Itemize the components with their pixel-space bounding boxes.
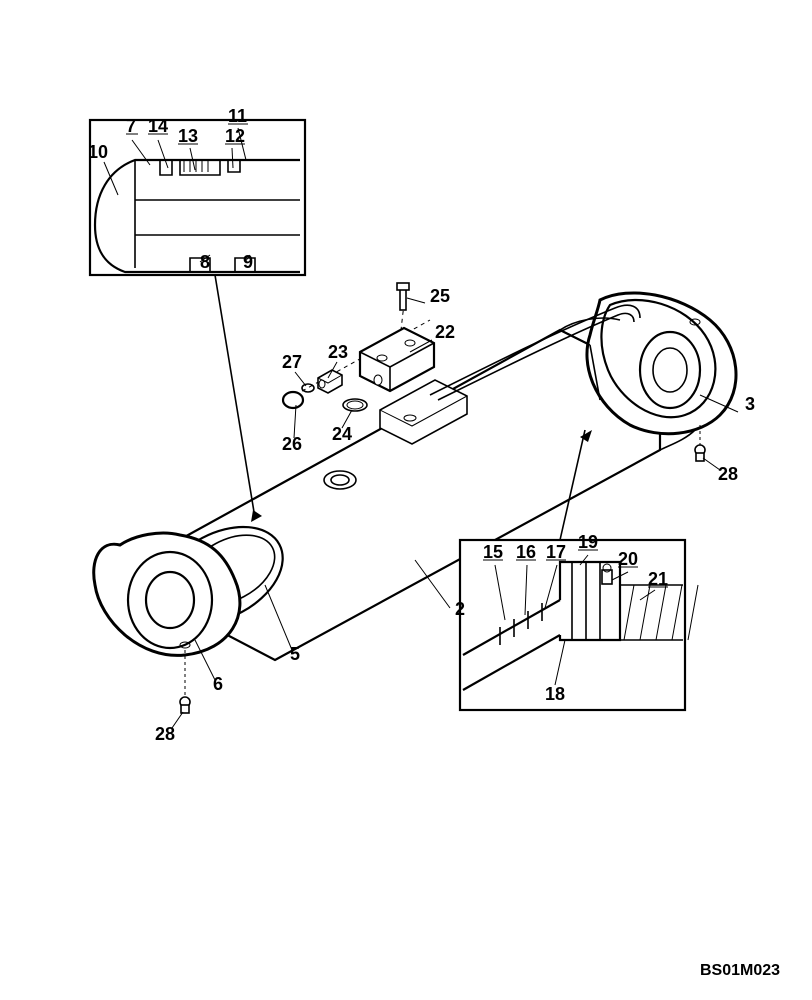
part-24 (343, 399, 367, 411)
label-11: 11 (228, 106, 247, 126)
label-10: 10 (88, 142, 108, 162)
part-25 (397, 283, 409, 310)
exploded-block-group (283, 283, 434, 411)
label-28b: 28 (155, 724, 175, 744)
label-19: 19 (578, 532, 598, 552)
detail-bottomright (460, 540, 698, 710)
rod-eye (94, 533, 240, 655)
label-8: 8 (200, 252, 210, 272)
part-27 (302, 384, 314, 392)
label-24: 24 (332, 424, 352, 444)
label-2: 2 (455, 599, 465, 619)
label-14: 14 (148, 116, 168, 136)
label-7: 7 (126, 116, 136, 136)
label-25: 25 (430, 286, 450, 306)
label-9: 9 (243, 252, 253, 272)
part-28-left (180, 650, 190, 715)
port-boss (324, 471, 356, 489)
label-23: 23 (328, 342, 348, 362)
label-16: 16 (516, 542, 536, 562)
label-27: 27 (282, 352, 302, 372)
part-26 (283, 392, 303, 408)
label-28a: 28 (718, 464, 738, 484)
label-13: 13 (178, 126, 198, 146)
part-22 (360, 328, 434, 391)
label-12: 12 (225, 126, 245, 146)
drawing-number: BS01M023 (700, 962, 780, 979)
label-22: 22 (435, 322, 455, 342)
label-6: 6 (213, 674, 223, 694)
label-21: 21 (648, 569, 668, 589)
label-5: 5 (290, 644, 300, 664)
label-26: 26 (282, 434, 302, 454)
label-15: 15 (483, 542, 503, 562)
label-3: 3 (745, 394, 755, 414)
parts-diagram: 2 3 5 6 7 8 9 10 11 12 13 14 15 16 17 18… (0, 0, 812, 1000)
label-18: 18 (545, 684, 565, 704)
label-20: 20 (618, 549, 638, 569)
label-17: 17 (546, 542, 566, 562)
